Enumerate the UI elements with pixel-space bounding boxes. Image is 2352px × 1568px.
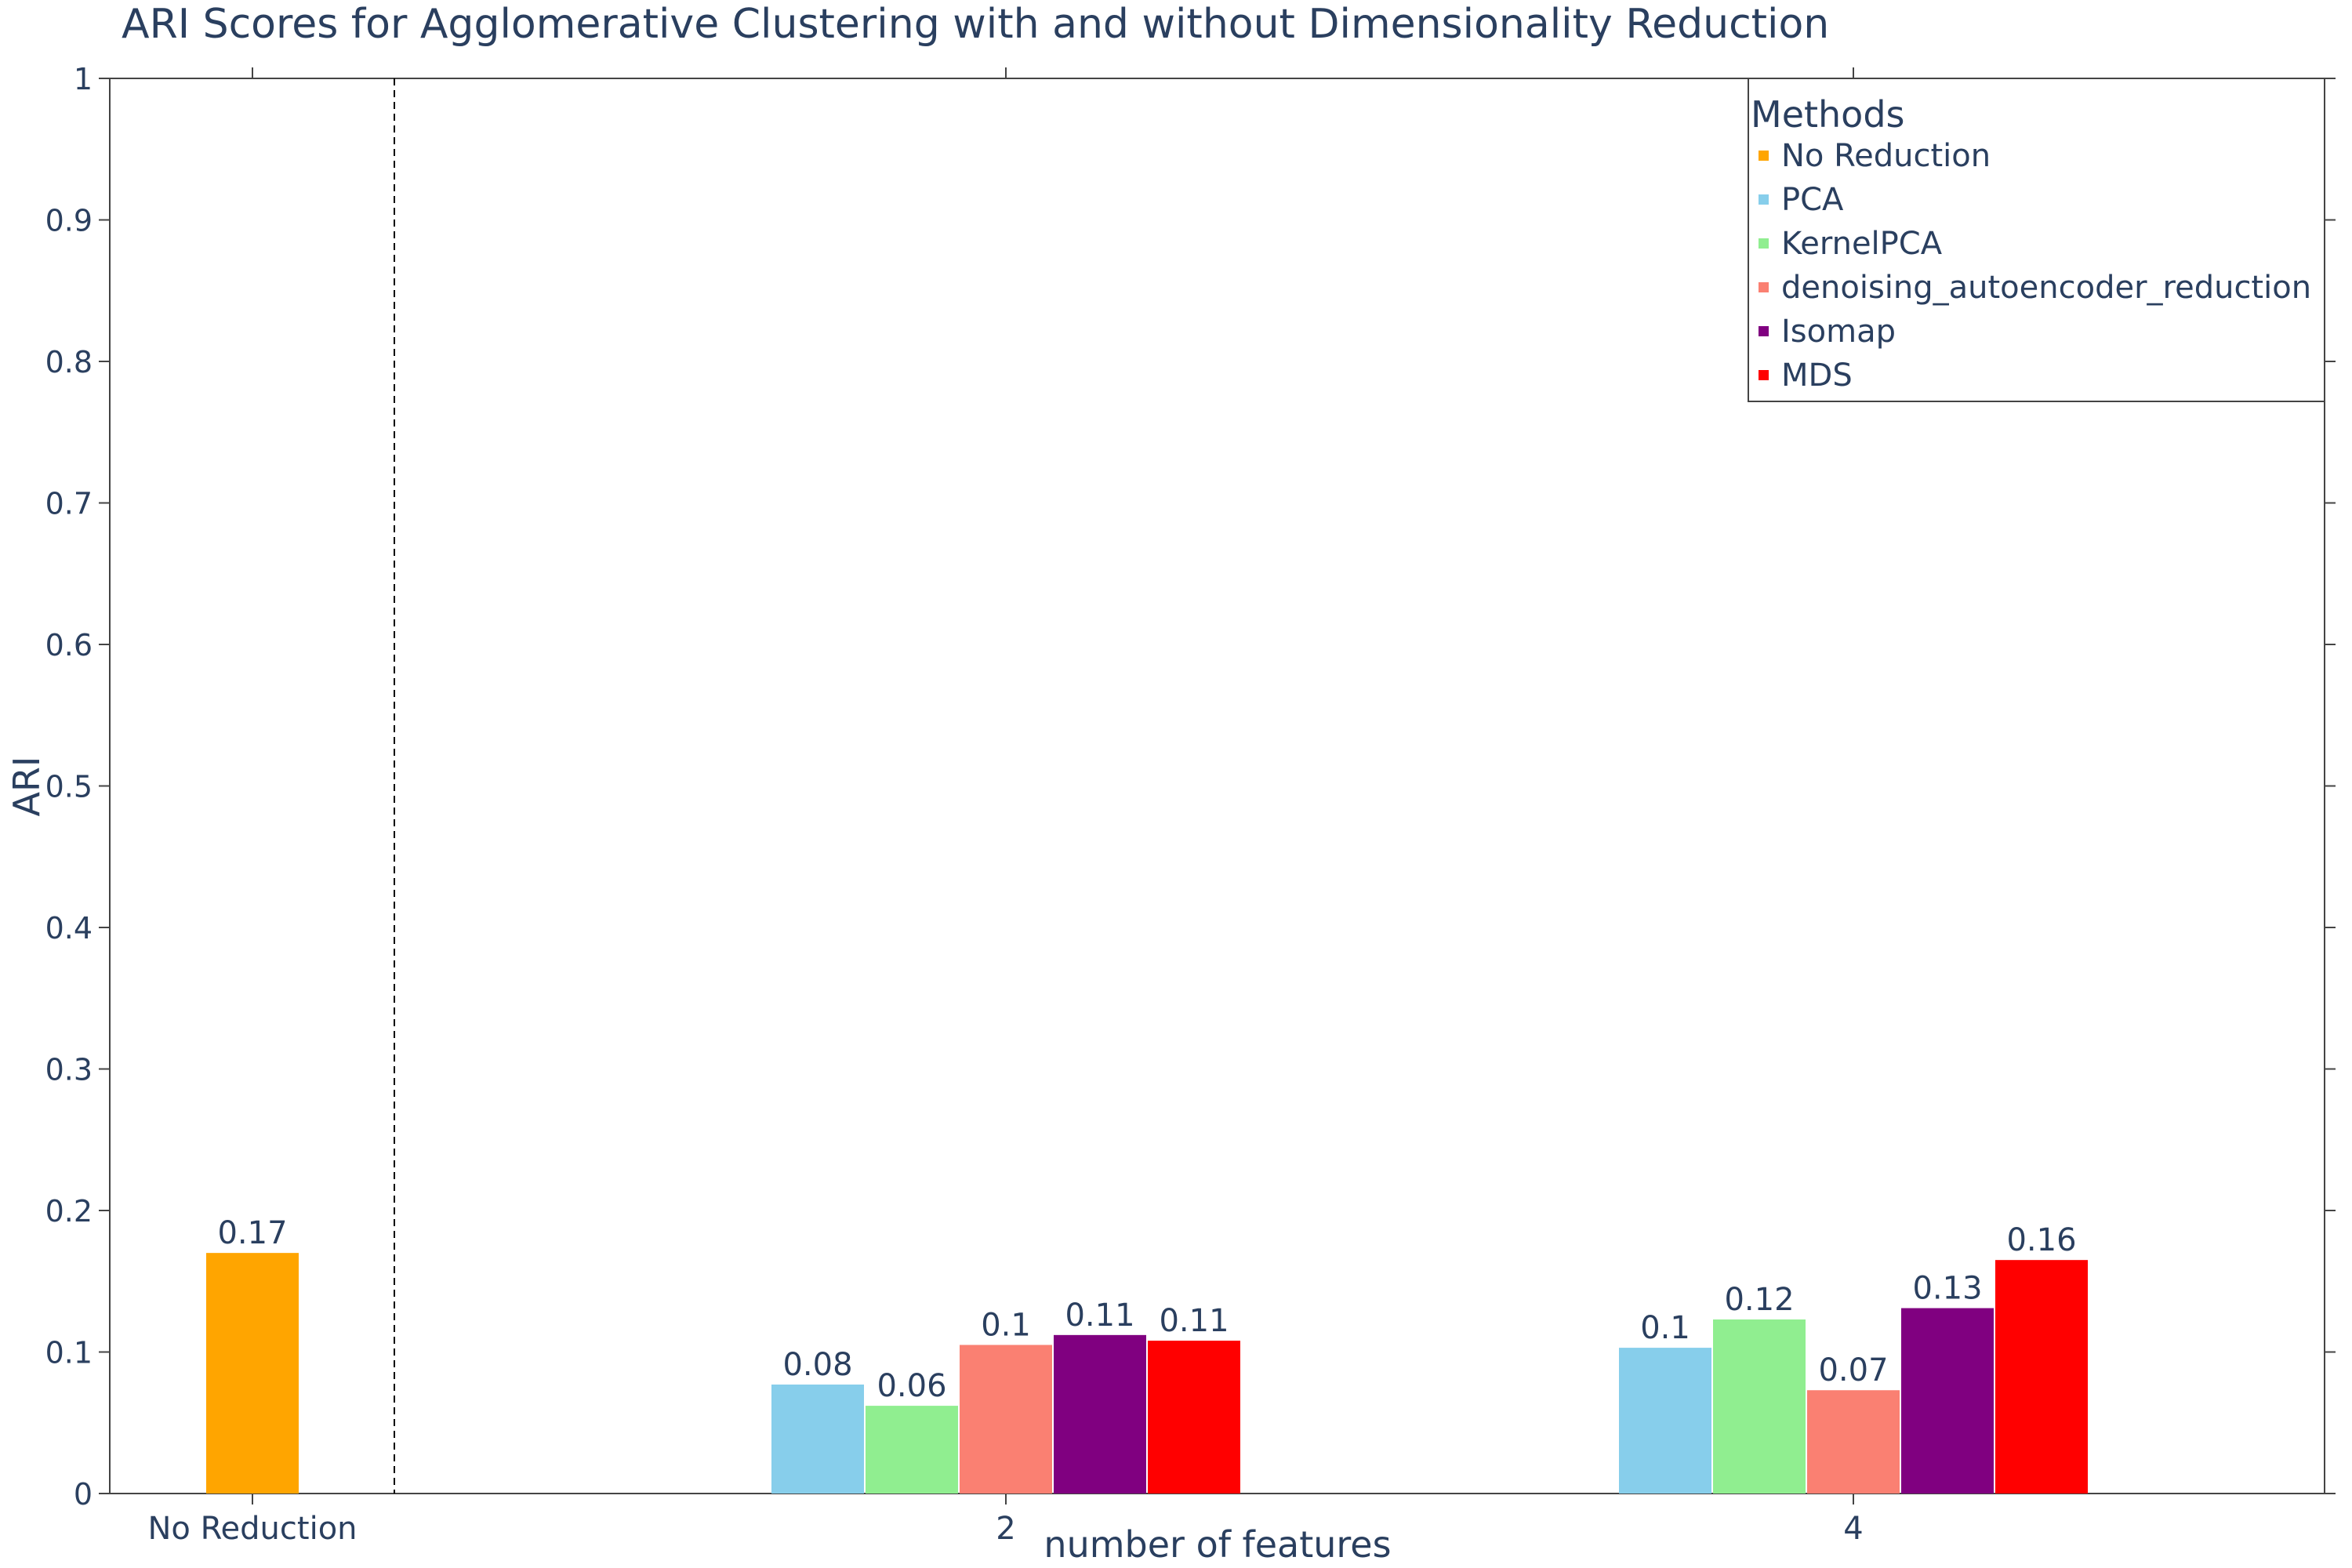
x-axis-ticks: No Reduction 2 4 [147,67,1864,1547]
legend-title: Methods [1751,93,1905,136]
legend-label: MDS [1781,358,1853,394]
bar-mds-2 [1148,1341,1240,1494]
bar-pca-2 [771,1385,864,1494]
x-tick-label: No Reduction [147,1511,357,1547]
bar-data-label: 0.17 [217,1215,287,1251]
bar-data-label: 0.11 [1065,1298,1134,1334]
chart-title: ARI Scores for Agglomerative Clustering … [122,1,1829,48]
bar-data-label: 0.06 [877,1368,946,1404]
y-tick-label: 0.5 [45,770,93,804]
bar-no-reduction-no-reduction [206,1253,299,1494]
legend-swatch [1759,370,1769,380]
y-tick-label: 1 [74,62,93,96]
y-tick-label: 0.6 [45,628,93,662]
bar-data-labels: 0.17 0.08 0.06 0.1 0.11 0.11 0.1 0.12 0.07 0.13 0.… [217,1215,2076,1404]
y-tick-label: 0.2 [45,1194,93,1229]
legend-box [1748,78,2325,402]
bar-data-label: 0.1 [1640,1310,1690,1346]
bar-data-label: 0.16 [2006,1222,2076,1258]
y-tick-label: 0 [74,1477,93,1512]
bar-data-label: 0.12 [1724,1282,1794,1318]
y-tick-label: 0.1 [45,1336,93,1370]
y-tick-label: 0.3 [45,1053,93,1087]
bars [206,1253,2088,1494]
legend-swatch [1759,151,1769,161]
y-tick-label: 0.7 [45,487,93,521]
y-tick-label: 0.4 [45,911,93,946]
legend-items: No Reduction PCA KernelPCA denoising_autoen… [1759,138,2311,394]
legend-label: denoising_autoencoder_reduction [1781,270,2311,306]
x-tick-label: 4 [1843,1511,1863,1547]
bar-mds-4 [1995,1260,2088,1494]
legend-swatch [1759,238,1769,249]
y-axis-label: ARI [5,757,48,817]
y-tick-label: 0.9 [45,204,93,238]
legend-swatch [1759,326,1769,336]
bar-kernelpca-4 [1713,1319,1806,1494]
legend-swatch [1759,194,1769,205]
bar-data-label: 0.13 [1912,1271,1982,1307]
bar-pca-4 [1619,1348,1711,1494]
legend-label: Isomap [1781,314,1896,350]
bar-data-label: 0.07 [1818,1352,1888,1388]
bar-data-label: 0.1 [981,1307,1031,1343]
x-axis-label: number of features [1044,1523,1391,1566]
bar-data-label: 0.08 [782,1347,852,1383]
bar-denoising-autoencoder-reduction-4 [1807,1390,1900,1494]
x-tick-label: 2 [996,1511,1015,1547]
bar-kernelpca-2 [866,1406,958,1494]
y-tick-label: 0.8 [45,345,93,379]
legend: Methods No Reduction PCA KernelPCA denoisin… [1748,78,2325,402]
bar-data-label: 0.11 [1159,1303,1229,1339]
bar-isomap-4 [1901,1308,1994,1494]
bar-denoising-autoencoder-reduction-2 [960,1345,1052,1494]
y-axis-ticks: 0 0.1 0.2 0.3 0.4 0.5 0.6 0.7 0.8 0.9 1 [45,62,2336,1512]
legend-label: No Reduction [1781,138,1991,174]
bar-isomap-2 [1054,1334,1146,1494]
legend-swatch [1759,282,1769,292]
legend-label: PCA [1781,182,1844,218]
legend-label: KernelPCA [1781,226,1943,262]
